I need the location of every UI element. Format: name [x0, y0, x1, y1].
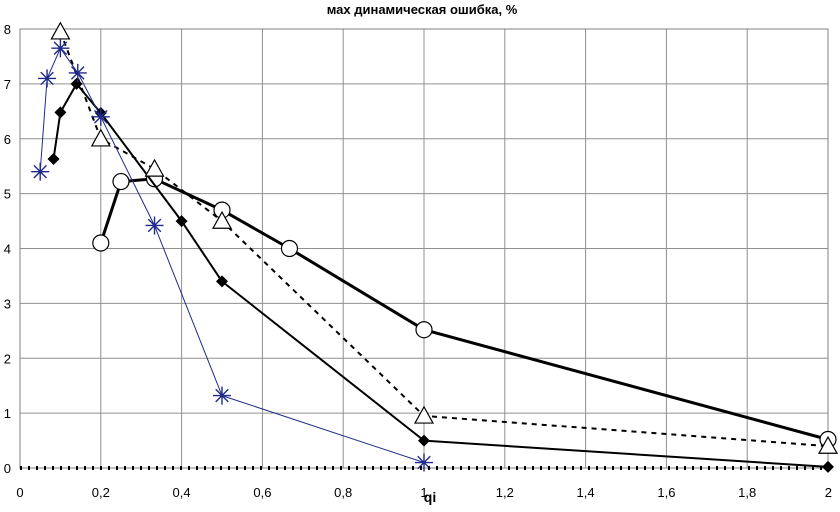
triangle-marker — [50, 21, 71, 40]
x-tick-label: 1,2 — [496, 485, 514, 500]
y-tick-label: 0 — [4, 461, 11, 476]
triangle-marker — [211, 210, 233, 229]
triangle-marker — [413, 405, 435, 424]
diamond-marker — [47, 153, 60, 166]
x-tick-label: 1,8 — [738, 485, 756, 500]
circle-marker — [112, 172, 130, 191]
series-layer — [20, 21, 839, 473]
x-axis-ticks: 0 0,2 0,4 0,6 0,8 1 1,2 1,4 1,6 1,8 2 — [16, 485, 832, 500]
x-tick-label: 0,8 — [334, 485, 352, 500]
series-circle-0 — [92, 170, 837, 449]
y-tick-label: 6 — [4, 132, 11, 147]
chart-title: мах динамическая ошибка, % — [327, 2, 518, 17]
y-tick-label: 7 — [4, 77, 11, 92]
x-tick-label: 1 — [420, 485, 427, 500]
y-tick-label: 3 — [4, 296, 11, 311]
diamond-marker — [822, 460, 834, 473]
y-axis-ticks: 0 1 2 3 4 5 6 7 8 — [4, 22, 11, 476]
x-tick-label: 2 — [825, 485, 832, 500]
x-tick-label: 0,6 — [253, 485, 271, 500]
x-tick-label: 1,6 — [657, 485, 675, 500]
series-asterisk-3 — [31, 39, 433, 472]
asterisk-marker — [213, 386, 231, 405]
series-line — [52, 82, 829, 468]
series-triangle-2 — [50, 21, 839, 454]
diamond-marker — [54, 106, 67, 119]
circle-marker — [415, 321, 433, 339]
asterisk-marker — [68, 63, 87, 82]
asterisk-marker — [415, 453, 433, 472]
series-line — [39, 47, 425, 463]
x-tick-label: 0 — [16, 485, 23, 500]
y-tick-label: 1 — [4, 406, 11, 421]
asterisk-marker — [31, 162, 50, 181]
y-tick-label: 5 — [4, 187, 11, 202]
triangle-marker — [144, 158, 165, 177]
diamond-marker — [216, 275, 228, 288]
asterisk-marker — [91, 107, 110, 126]
grid — [19, 28, 829, 469]
y-tick-label: 8 — [4, 22, 11, 37]
asterisk-marker — [145, 216, 164, 235]
x-tick-label: 0,4 — [173, 485, 191, 500]
asterisk-marker — [38, 69, 57, 88]
diamond-marker — [418, 434, 430, 447]
circle-marker — [280, 239, 299, 258]
triangle-marker — [90, 128, 111, 147]
circle-marker — [92, 234, 110, 252]
series-line — [99, 177, 829, 441]
y-tick-label: 2 — [4, 351, 11, 366]
series-line — [59, 31, 829, 448]
asterisk-marker — [51, 39, 70, 58]
x-axis-label: qi — [424, 489, 436, 505]
diamond-marker — [175, 215, 188, 228]
y-tick-label: 4 — [4, 242, 11, 257]
series-diamond-1 — [47, 77, 834, 473]
x-tick-label: 0,2 — [92, 485, 110, 500]
x-tick-label: 1,4 — [577, 485, 595, 500]
triangle-marker — [817, 435, 839, 454]
